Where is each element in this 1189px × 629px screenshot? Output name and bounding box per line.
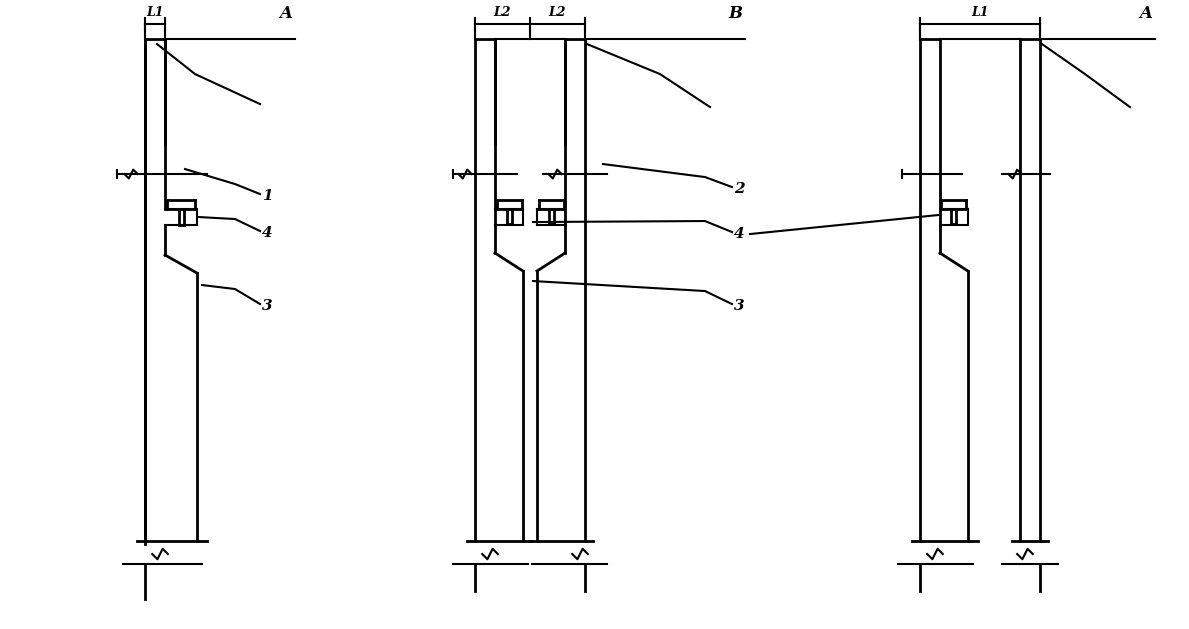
Text: 4: 4 [262, 226, 272, 240]
Text: A: A [1139, 5, 1152, 22]
Text: B: B [728, 5, 742, 22]
Text: L1: L1 [146, 6, 164, 19]
Text: A: A [279, 5, 292, 22]
Text: 2: 2 [734, 182, 744, 196]
Text: 3: 3 [734, 299, 744, 313]
Text: 3: 3 [262, 299, 272, 313]
Text: L1: L1 [971, 6, 989, 19]
Text: 1: 1 [262, 189, 272, 203]
Text: L2: L2 [549, 6, 566, 19]
Text: L2: L2 [493, 6, 511, 19]
Text: 4: 4 [734, 227, 744, 241]
